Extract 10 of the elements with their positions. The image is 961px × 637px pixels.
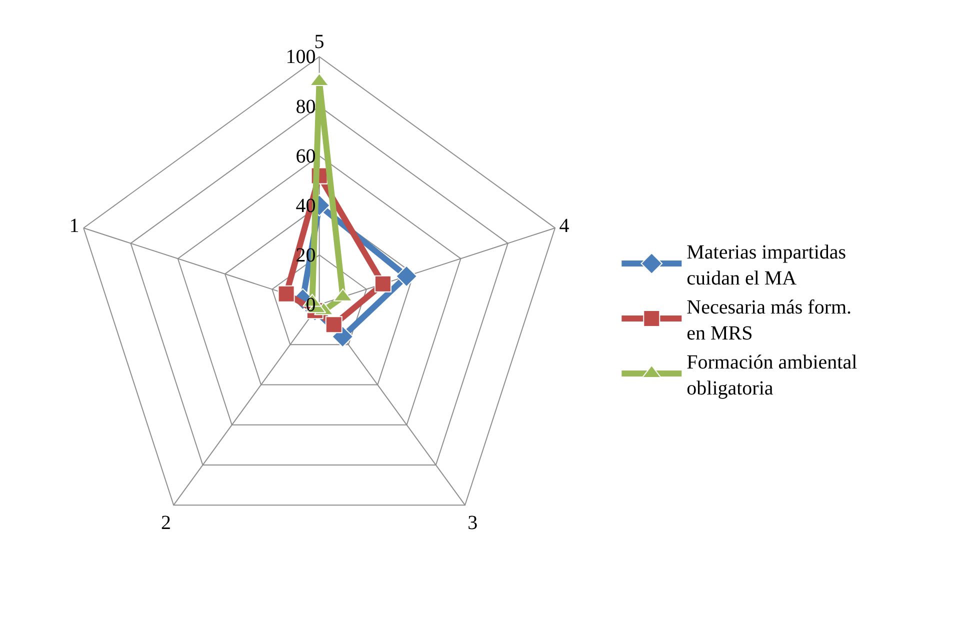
legend-label: Necesaria más form. en MRS: [686, 296, 852, 344]
spoke-label: 4: [559, 215, 570, 238]
spoke-label: 2: [160, 512, 171, 534]
y-tick-label: 100: [286, 46, 316, 68]
spoke-label: 3: [468, 512, 478, 534]
y-tick-label: 80: [296, 96, 316, 118]
legend-label: Formación ambiental obligatoria: [686, 351, 858, 400]
legend-label: Materias impartidas cuidan el MA: [686, 241, 846, 290]
spoke-label: 5: [314, 31, 324, 54]
spoke-label: 1: [69, 215, 80, 238]
